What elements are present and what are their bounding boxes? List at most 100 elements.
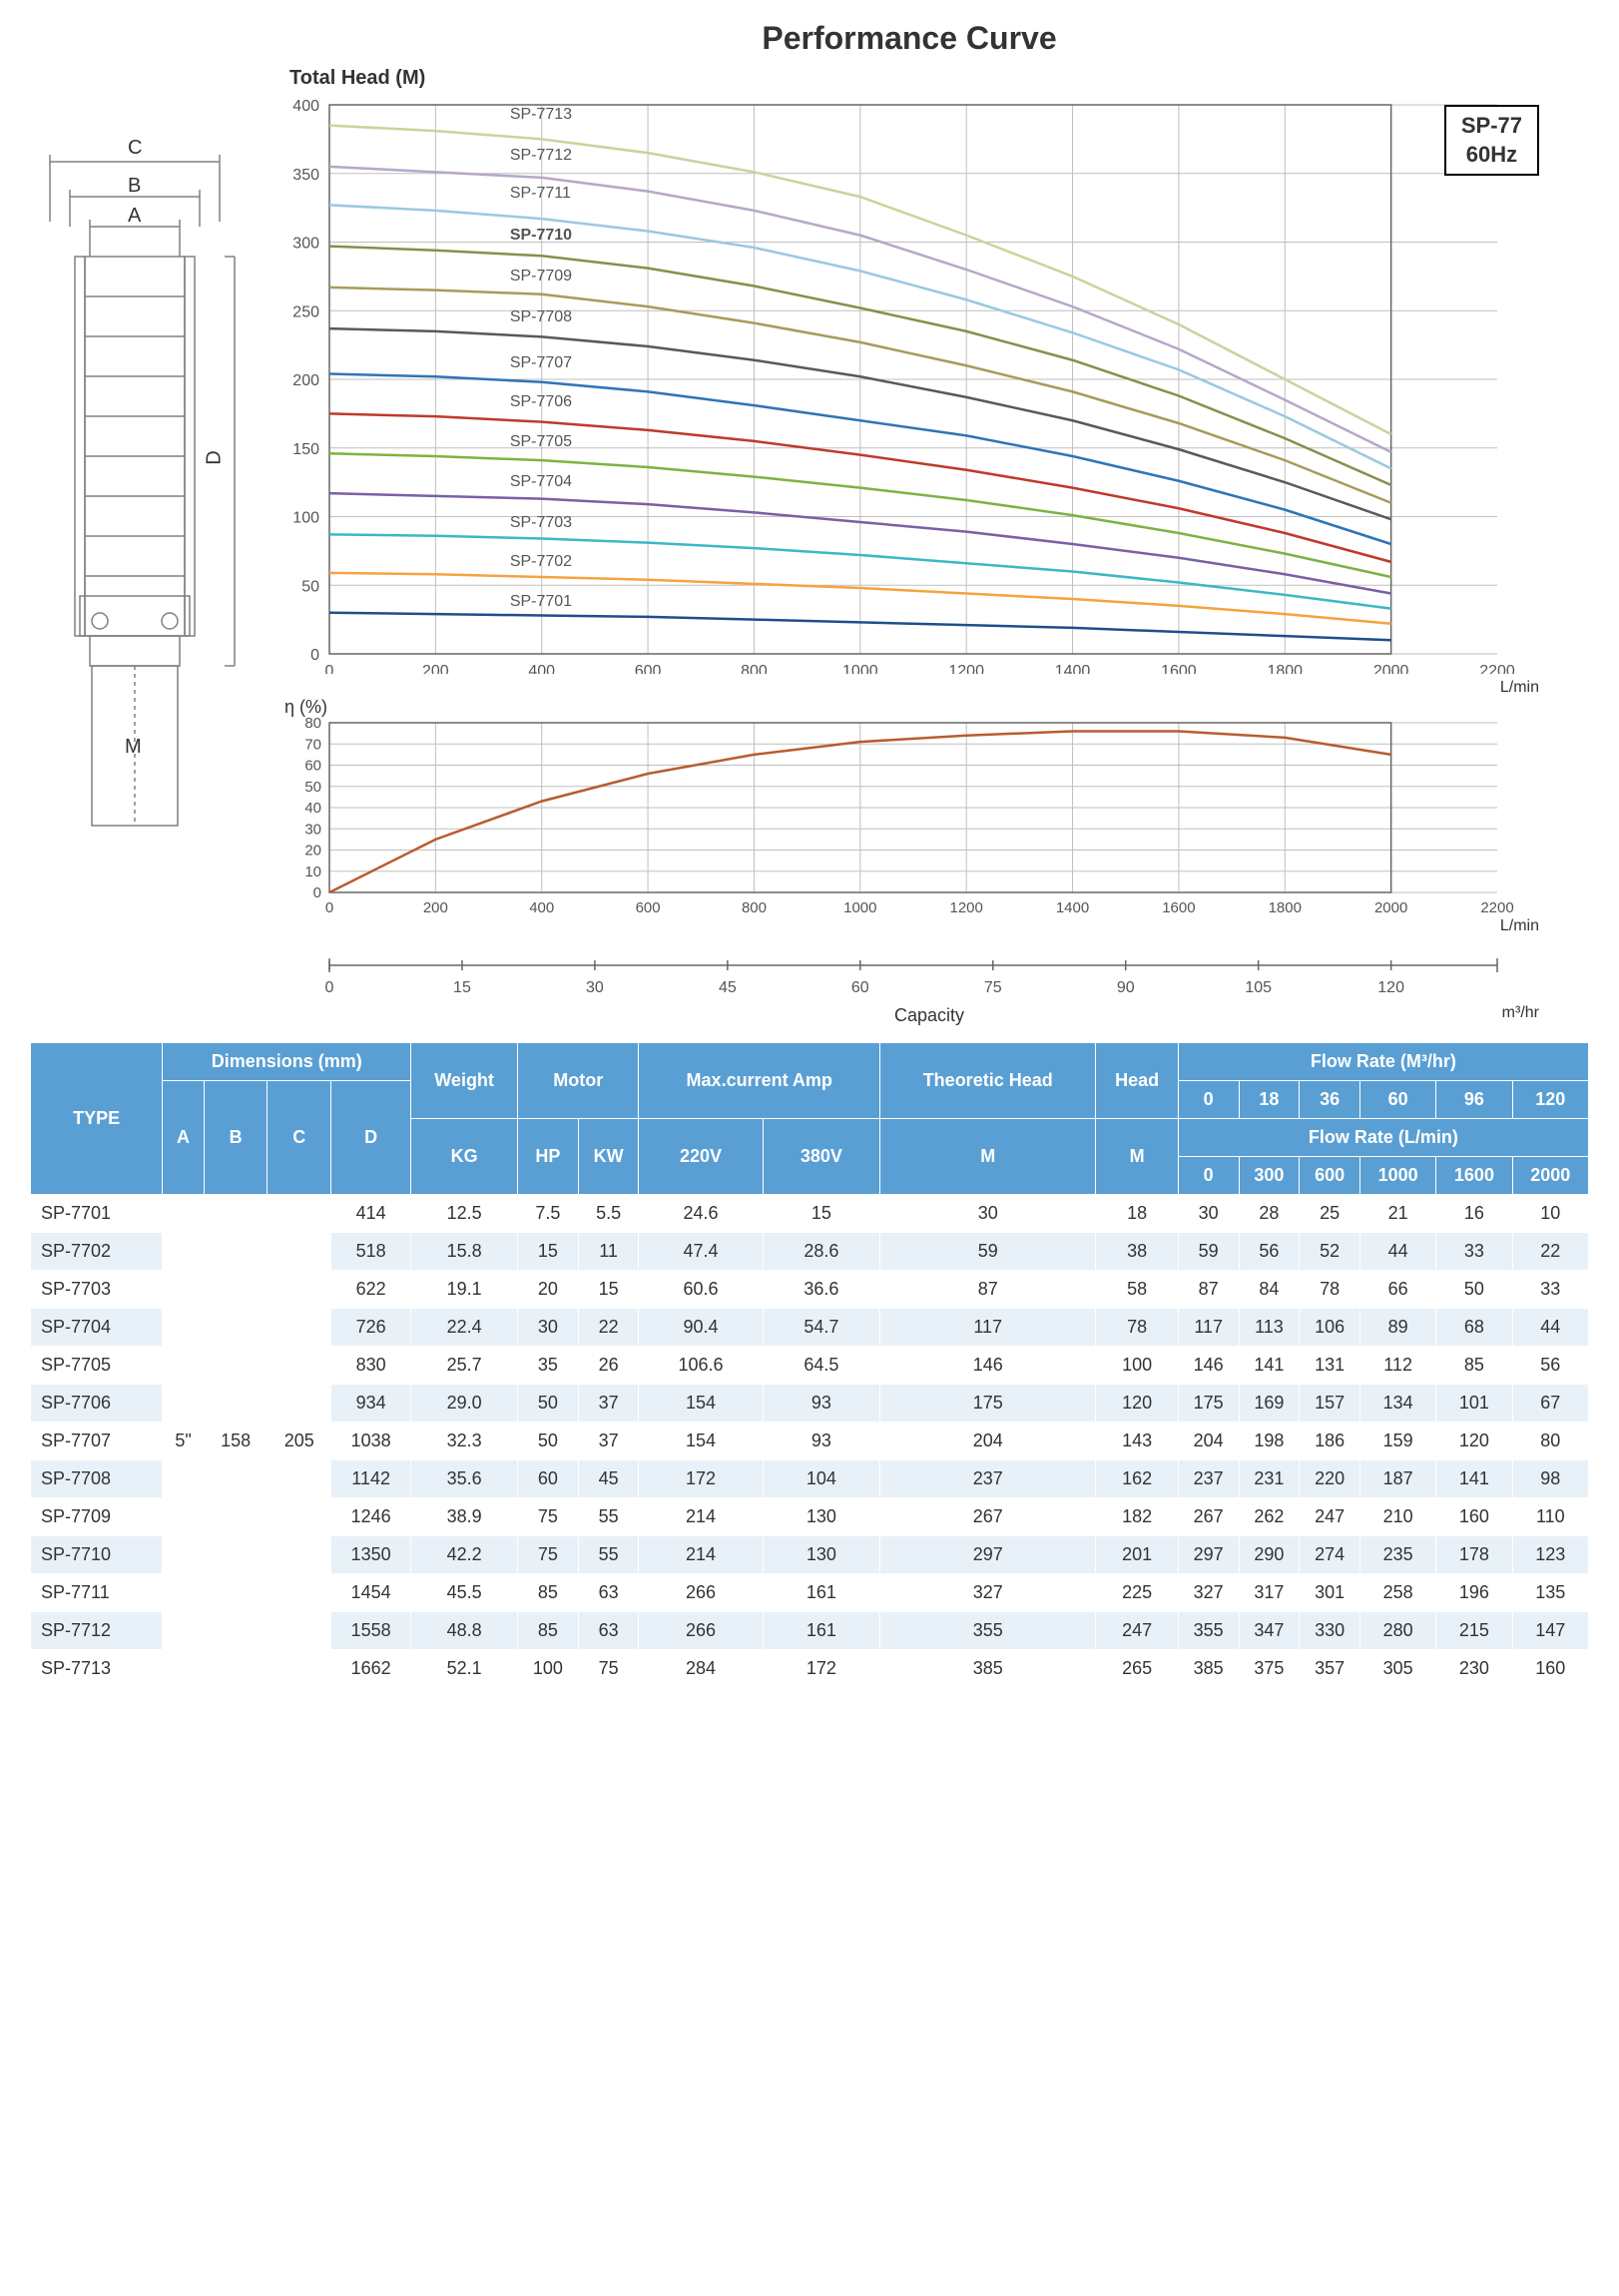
table-cell: 93 [763,1423,879,1460]
table-cell: 19.1 [411,1271,518,1309]
table-cell: 50 [518,1423,579,1460]
table-cell: 258 [1360,1574,1436,1612]
table-cell: 37 [578,1423,639,1460]
svg-text:2000: 2000 [1374,899,1407,912]
diagram-column: C B A D M [30,67,260,1022]
table-cell: 117 [1178,1309,1239,1347]
table-cell: 106.6 [639,1347,763,1385]
table-cell: 26 [578,1347,639,1385]
table-cell: 214 [639,1498,763,1536]
th-220v: 220V [639,1119,763,1195]
table-cell: 28 [1239,1195,1300,1233]
svg-text:0: 0 [310,647,319,664]
svg-text:1600: 1600 [1162,899,1195,912]
table-cell: 93 [763,1385,879,1423]
table-cell: 24.6 [639,1195,763,1233]
series-label-sp-7707: SP-7707 [510,354,572,372]
table-cell: 78 [1096,1309,1178,1347]
table-cell: 231 [1239,1460,1300,1498]
th-motor: Motor [518,1043,639,1119]
th-lmin-3: 1000 [1360,1157,1436,1195]
series-label-sp-7712: SP-7712 [510,147,572,165]
table-cell: 45.5 [411,1574,518,1612]
table-cell: 113 [1239,1309,1300,1347]
badge-line2: 60Hz [1461,141,1522,170]
table-cell: 160 [1436,1498,1512,1536]
table-cell: 66 [1360,1271,1436,1309]
table-cell: 204 [880,1423,1096,1460]
table-cell: 141 [1239,1347,1300,1385]
series-label-sp-7702: SP-7702 [510,553,572,571]
table-cell: 143 [1096,1423,1178,1460]
table-cell: 85 [1436,1347,1512,1385]
table-cell: SP-7710 [31,1536,163,1574]
table-cell: 101 [1436,1385,1512,1423]
charts-column: Total Head (M) SP-77 60Hz 05010015020025… [270,67,1589,1022]
svg-text:1200: 1200 [949,899,982,912]
table-cell: 169 [1239,1385,1300,1423]
eff-chart-svg: 0102030405060708002004006008001000120014… [270,713,1547,912]
svg-text:75: 75 [984,979,1002,996]
table-cell: 25.7 [411,1347,518,1385]
th-lmin-2: 600 [1300,1157,1360,1195]
dim-a: A [128,205,141,228]
table-cell: 33 [1436,1233,1512,1271]
svg-text:50: 50 [304,779,321,796]
table-cell: 247 [1300,1498,1360,1536]
table-cell: 297 [880,1536,1096,1574]
series-label-sp-7708: SP-7708 [510,308,572,326]
table-cell: 32.3 [411,1423,518,1460]
table-cell: 130 [763,1536,879,1574]
table-cell: 355 [880,1612,1096,1650]
capacity-axis: 0153045607590105120 [270,950,1589,1010]
badge-line1: SP-77 [1461,112,1522,141]
svg-text:300: 300 [292,236,319,253]
table-cell: 42.2 [411,1536,518,1574]
table-cell: 355 [1178,1612,1239,1650]
table-cell: 123 [1512,1536,1588,1574]
table-cell: 67 [1512,1385,1588,1423]
svg-text:60: 60 [851,979,869,996]
table-cell: 117 [880,1309,1096,1347]
table-cell: 18 [1096,1195,1178,1233]
table-cell: 63 [578,1612,639,1650]
pump-diagram: C B A D M [30,127,240,846]
table-cell: 182 [1096,1498,1178,1536]
table-cell: 274 [1300,1536,1360,1574]
table-cell: 1246 [331,1498,411,1536]
table-cell: 100 [518,1650,579,1688]
svg-text:400: 400 [529,899,554,912]
table-cell: 158 [204,1195,268,1688]
svg-text:400: 400 [292,98,319,115]
table-cell: 30 [518,1309,579,1347]
table-cell: 1350 [331,1536,411,1574]
svg-text:15: 15 [453,979,471,996]
svg-text:70: 70 [304,736,321,753]
table-cell: 7.5 [518,1195,579,1233]
th-m3hr-4: 96 [1436,1081,1512,1119]
svg-text:600: 600 [635,663,662,674]
table-cell: 414 [331,1195,411,1233]
th-m3hr-5: 120 [1512,1081,1588,1119]
th-380v: 380V [763,1119,879,1195]
table-cell: 237 [880,1460,1096,1498]
table-cell: 305 [1360,1650,1436,1688]
table-cell: 161 [763,1612,879,1650]
svg-text:105: 105 [1245,979,1272,996]
series-label-sp-7710: SP-7710 [510,227,572,245]
table-cell: 22 [1512,1233,1588,1271]
table-cell: 317 [1239,1574,1300,1612]
table-cell: 131 [1300,1347,1360,1385]
table-cell: 50 [1436,1271,1512,1309]
series-label-sp-7703: SP-7703 [510,514,572,532]
svg-text:0: 0 [325,663,334,674]
table-cell: 267 [1178,1498,1239,1536]
dim-d: D [204,450,227,464]
table-cell: 75 [518,1498,579,1536]
svg-text:30: 30 [304,821,321,838]
svg-text:150: 150 [292,441,319,458]
spec-table: TYPE Dimensions (mm) Weight Motor Max.cu… [30,1042,1589,1688]
series-label-sp-7711: SP-7711 [510,185,571,203]
table-cell: 220 [1300,1460,1360,1498]
table-cell: 175 [880,1385,1096,1423]
